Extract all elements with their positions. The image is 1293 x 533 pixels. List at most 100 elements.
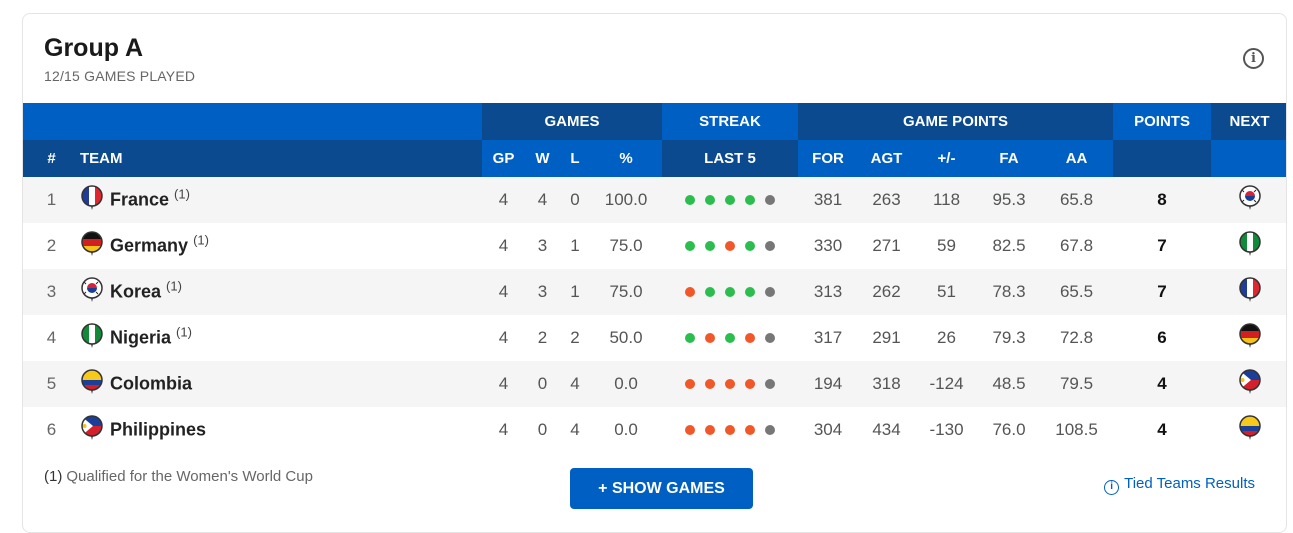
rank: 3 [23,269,80,315]
col-w[interactable]: W [525,140,560,177]
info-icon[interactable]: i [1243,48,1264,69]
points-against: 434 [872,420,901,439]
points-for: 194 [798,361,859,407]
streak-dot [725,379,736,389]
col-pct[interactable]: % [590,140,663,177]
games-played: 4 [498,236,509,255]
streak-dot [685,287,696,297]
team-cell[interactable]: France (1) [80,177,482,223]
qualified-marker: (1) [176,323,192,339]
standings-table: GAMES STREAK GAME POINTS POINTS NEXT # T… [23,103,1286,453]
col-points-blank [1113,140,1212,177]
losses: 1 [570,236,580,255]
streak-dot [685,425,696,435]
streak-dot [705,195,716,205]
table-row[interactable]: 1 France (1) 4 4 0 100.0 381 263 118 95.3 65.8 8 [23,177,1286,223]
header-games: GAMES [482,103,663,140]
team-name[interactable]: Nigeria [110,326,172,347]
points-for: 304 [813,420,843,439]
table-row[interactable]: 6 Philippines 4 0 4 0.0 304 434 -130 76.0 108.5 4 [23,407,1286,453]
streak-dot [725,287,736,297]
table-row[interactable]: 4 Nigeria (1) 4 2 2 50.0 317 291 26 79.3 72.8 6 [23,315,1286,361]
streak-dot [685,195,696,205]
points-against: 318 [858,361,916,407]
col-l[interactable]: L [560,140,590,177]
streak-dot [705,241,716,251]
point-diff: 26 [937,328,956,347]
team-name[interactable]: France [110,188,170,209]
rank: 2 [46,236,57,255]
streak-dot [685,333,696,343]
team-name[interactable]: Germany [110,234,189,255]
streak-dot [725,333,736,343]
next-opponent[interactable] [1211,315,1286,361]
last5-streak [662,223,798,269]
streak-dot [745,425,756,435]
points-against: 291 [872,328,901,347]
last5-streak [662,315,798,361]
col-diff[interactable]: +/- [915,140,979,177]
rank: 6 [46,420,57,439]
team-cell[interactable]: Korea (1) [80,269,482,315]
col-for[interactable]: FOR [798,140,859,177]
colombia-flag-icon [1238,414,1262,445]
streak-dot [765,287,776,297]
team-name[interactable]: Colombia [110,372,193,393]
korea-flag-icon [1238,184,1262,215]
team-cell[interactable]: Nigeria (1) [80,315,482,361]
for-average: 82.5 [992,236,1026,255]
col-agt[interactable]: AGT [858,140,916,177]
col-aa[interactable]: AA [1040,140,1114,177]
win-pct: 75.0 [609,236,643,255]
streak-dot [725,425,736,435]
table-row[interactable]: 2 Germany (1) 4 3 1 75.0 330 271 59 82.5 67.8 7 [23,223,1286,269]
col-gp[interactable]: GP [482,140,525,177]
philippines-flag-icon [80,414,104,446]
against-average: 72.8 [1059,328,1094,347]
next-opponent[interactable] [1211,407,1286,453]
next-opponent[interactable] [1211,361,1286,407]
col-fa[interactable]: FA [978,140,1041,177]
streak-dot [765,425,776,435]
standings-card: Group A 12/15 GAMES PLAYED i GAMES STREA… [22,13,1287,533]
team-cell[interactable]: Germany (1) [80,223,482,269]
games-played: 4 [498,328,509,347]
streak-dot [765,241,776,251]
wins: 3 [537,236,548,255]
points-for: 330 [813,236,843,255]
points-against: 262 [858,269,916,315]
for-average: 79.3 [992,328,1026,347]
header-next: NEXT [1211,103,1286,140]
win-pct: 0.0 [614,420,638,439]
team-cell[interactable]: Colombia [80,361,482,407]
streak-dot [725,195,736,205]
streak-dot [685,379,696,389]
losses: 2 [570,328,580,347]
next-opponent[interactable] [1211,269,1286,315]
table-row[interactable]: 3 Korea (1) 4 3 1 75.0 313 262 51 78.3 65.5 7 [23,269,1286,315]
qualified-marker: (1) [166,277,182,293]
qualified-marker: (1) [193,231,209,247]
losses: 4 [560,361,590,407]
points-against: 263 [858,177,916,223]
team-name[interactable]: Philippines [110,418,207,439]
team-cell[interactable]: Philippines [80,407,482,453]
korea-flag-icon [80,276,104,308]
games-played: 4 [482,361,525,407]
next-opponent[interactable] [1211,177,1286,223]
header-points: POINTS [1113,103,1212,140]
against-average: 79.5 [1040,361,1114,407]
for-average: 76.0 [992,420,1026,439]
table-row[interactable]: 5 Colombia 4 0 4 0.0 194 318 -124 48.5 79.5 4 [23,361,1286,407]
points: 4 [1113,361,1212,407]
streak-dot [765,333,776,343]
colombia-flag-icon [80,368,104,400]
team-name[interactable]: Korea [110,280,162,301]
qualified-note: (1) Qualified for the Women's World Cup [44,468,313,485]
tied-teams-results-link[interactable]: i Tied Teams Results [1104,475,1255,495]
losses: 0 [560,177,590,223]
next-opponent[interactable] [1211,223,1286,269]
show-games-button[interactable]: + SHOW GAMES [570,468,753,509]
last5-streak [662,407,798,453]
wins: 0 [537,420,548,439]
